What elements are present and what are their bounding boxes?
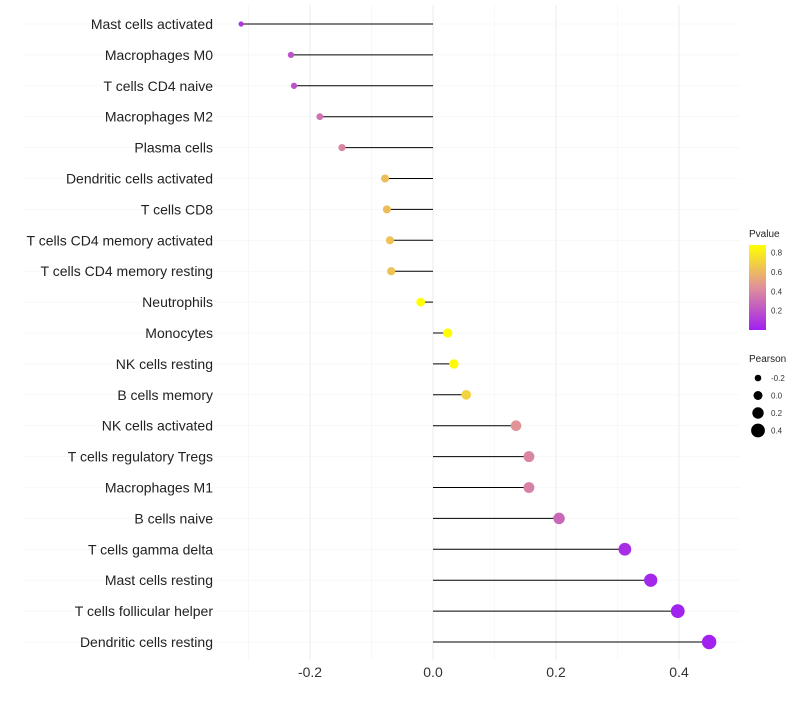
x-tick-label: 0.0 <box>423 664 443 680</box>
y-tick-label: T cells CD8 <box>141 201 213 217</box>
x-tick-label: -0.2 <box>298 664 322 680</box>
y-tick-label: Macrophages M1 <box>105 480 213 496</box>
colorbar-tick-label: 0.6 <box>771 268 783 277</box>
y-tick-label: NK cells resting <box>116 356 213 372</box>
lollipop-point <box>461 389 472 400</box>
x-tick-label: 0.2 <box>546 664 566 680</box>
size-legend-key <box>753 391 763 400</box>
y-tick-label: T cells regulatory Tregs <box>68 449 213 465</box>
lollipop-point <box>290 82 298 89</box>
lollipop-point <box>618 542 632 556</box>
size-legend-label: -0.2 <box>771 374 785 383</box>
lollipop-point <box>443 328 453 338</box>
pvalue-colorbar <box>749 245 766 330</box>
y-tick-label: T cells gamma delta <box>88 541 213 557</box>
y-tick-label: NK cells activated <box>102 418 213 434</box>
lollipop-point <box>553 512 565 525</box>
y-tick-label: Macrophages M0 <box>105 47 213 63</box>
y-tick-label: Neutrophils <box>142 294 213 310</box>
lollipop-point <box>670 604 685 618</box>
y-tick-label: Monocytes <box>145 325 213 341</box>
lollipop-point <box>387 267 396 276</box>
y-tick-label: Plasma cells <box>134 140 213 156</box>
lollipop-point <box>380 174 390 183</box>
lollipop-point <box>287 51 295 59</box>
lollipop-point <box>238 21 244 27</box>
lollipop-point <box>523 482 535 493</box>
y-tick-label: T cells CD4 memory resting <box>41 263 213 279</box>
colorbar-tick-label: 0.4 <box>771 287 783 296</box>
lollipop-point <box>382 205 391 214</box>
colorbar-tick-label: 0.8 <box>771 249 783 258</box>
y-tick-label: Dendritic cells resting <box>80 634 213 650</box>
size-legend-key <box>754 374 762 382</box>
lollipop-point <box>385 236 395 245</box>
lollipop-point <box>316 113 324 121</box>
y-tick-label: Mast cells resting <box>105 572 213 588</box>
y-tick-label: T cells follicular helper <box>75 603 214 619</box>
y-tick-label: B cells memory <box>117 387 213 403</box>
lollipop-point <box>416 297 426 307</box>
y-tick-label: B cells naive <box>134 510 213 526</box>
size-legend-key <box>752 407 764 419</box>
lollipop-point <box>523 451 535 463</box>
size-legend-label: 0.0 <box>771 392 783 401</box>
lollipop-point <box>644 573 658 587</box>
size-legend-label: 0.2 <box>771 409 783 418</box>
y-tick-label: Mast cells activated <box>91 16 213 32</box>
y-tick-label: Dendritic cells activated <box>66 171 213 187</box>
lollipop-point <box>338 143 346 152</box>
y-tick-label: Macrophages M2 <box>105 109 213 125</box>
size-legend-key <box>751 423 765 438</box>
lollipop-point <box>701 634 717 650</box>
y-tick-label: T cells CD4 naive <box>104 78 214 94</box>
x-tick-label: 0.4 <box>669 664 689 680</box>
size-legend-label: 0.4 <box>771 427 783 436</box>
colorbar-tick-label: 0.2 <box>771 307 783 316</box>
legend-title-pvalue: Pvalue <box>749 229 780 240</box>
legend-title-pearson: Pearson <box>749 354 786 365</box>
lollipop-point <box>510 420 522 432</box>
lollipop-point <box>449 359 459 369</box>
y-tick-label: T cells CD4 memory activated <box>27 232 213 248</box>
